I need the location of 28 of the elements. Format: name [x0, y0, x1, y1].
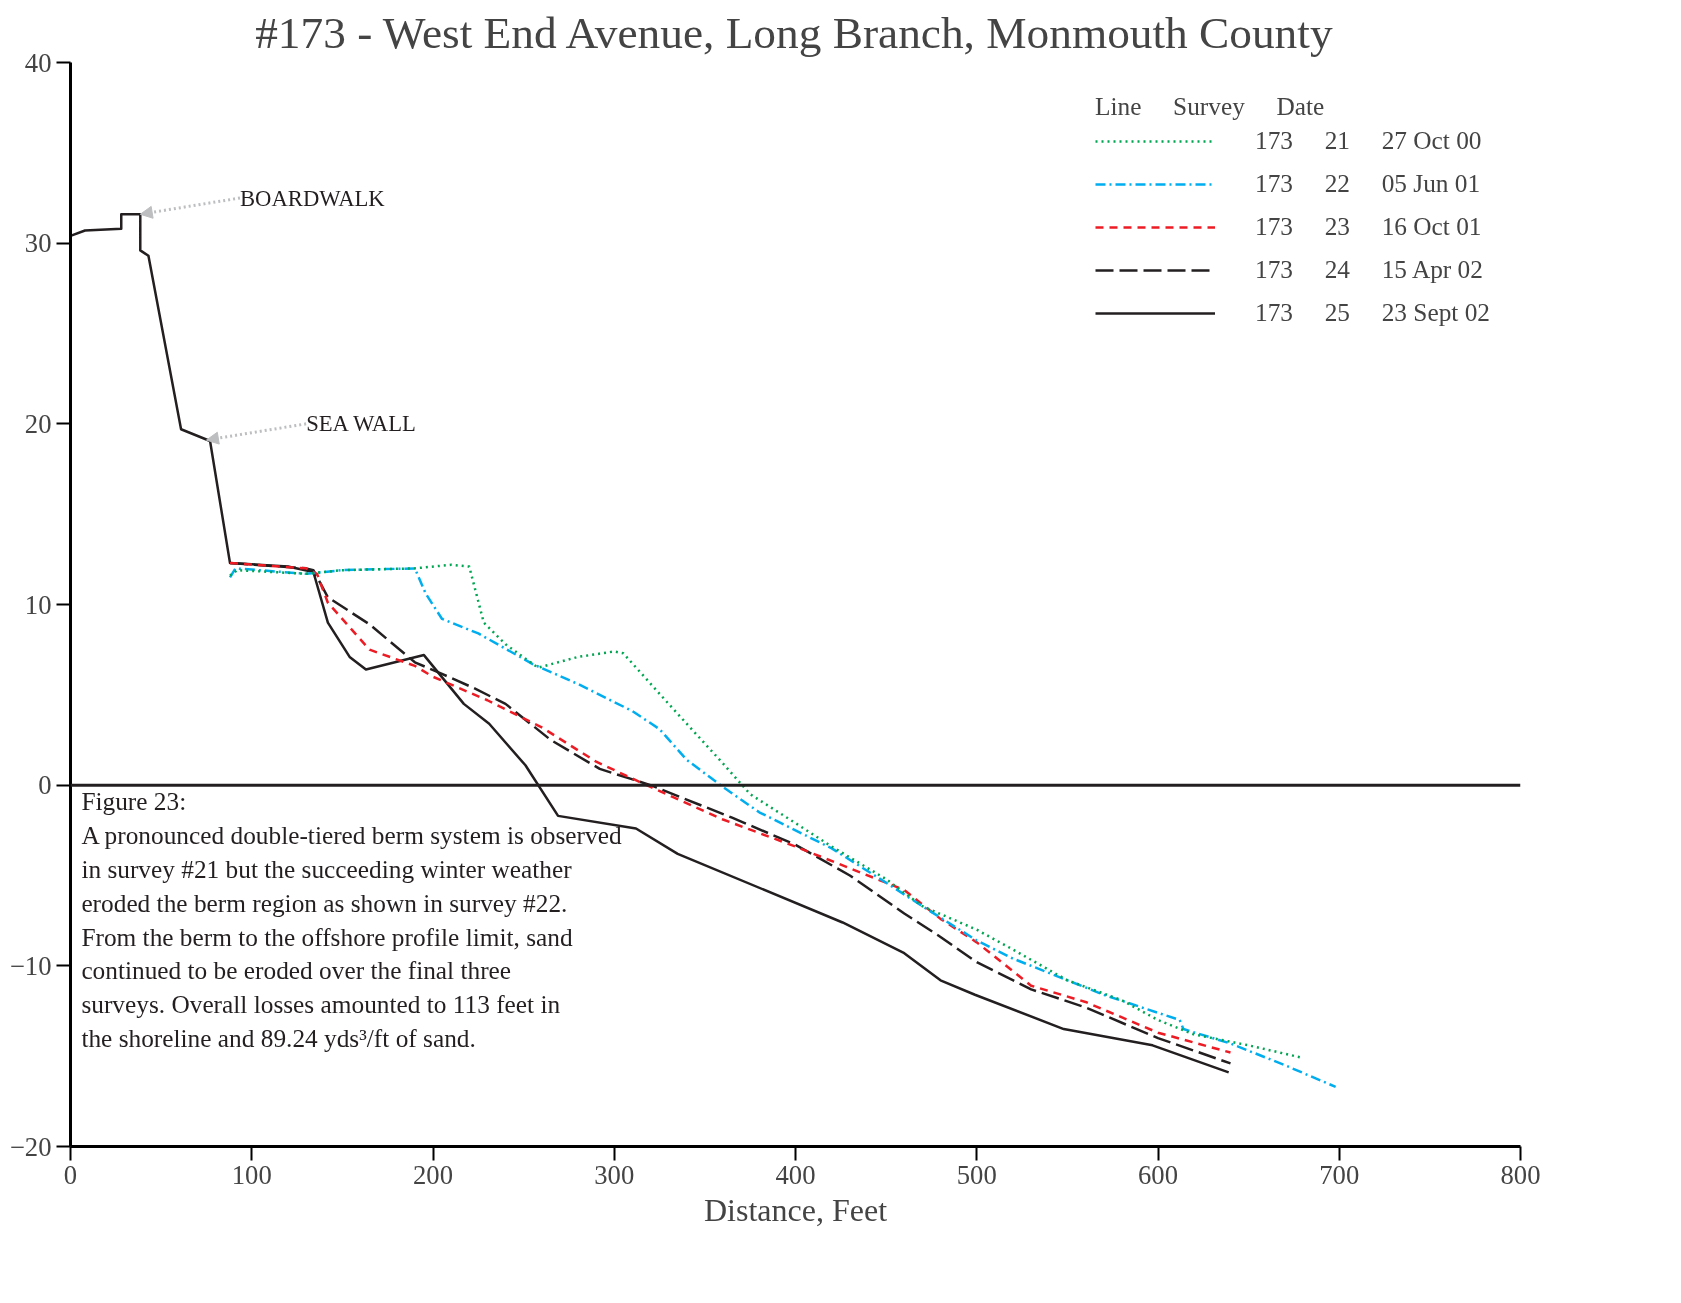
legend-label: 173 25 23 Sept 02: [1255, 298, 1490, 327]
x-tick-label: 300: [594, 1159, 635, 1190]
x-tick-label: 100: [231, 1159, 272, 1190]
x-tick-label: 700: [1319, 1159, 1360, 1190]
legend-label: 173 24 15 Apr 02: [1255, 255, 1483, 284]
y-tick-label: −20: [9, 1131, 52, 1162]
y-tick-label: 10: [24, 589, 52, 620]
legend-label: 173 22 05 Jun 01: [1255, 169, 1481, 198]
legend-title: Line Survey Date: [1095, 92, 1326, 121]
chart-title: #173 - West End Avenue, Long Branch, Monmouth County: [255, 7, 1333, 58]
x-axis-title: Distance, Feet: [703, 1191, 888, 1228]
x-tick-label: 400: [775, 1159, 816, 1190]
y-tick-label: 20: [24, 408, 52, 439]
y-tick-label: 0: [38, 770, 52, 801]
legend-label: 173 21 27 Oct 00: [1255, 126, 1482, 155]
y-tick-label: −10: [9, 950, 52, 981]
x-tick-label: 600: [1138, 1159, 1178, 1190]
x-tick-label: 0: [63, 1159, 78, 1190]
x-tick-label: 200: [413, 1159, 453, 1190]
legend-label: 173 23 16 Oct 01: [1255, 212, 1482, 241]
x-tick-label: 800: [1500, 1159, 1541, 1190]
annotation: A pronounced double-tiered berm system is observed in survey #21 but the succeeding winter weather eroded the berm region as shown in survey #22. From the berm to the offshore profile limit, sand continued to be eroded over the final three surveys. Overall losses amounted to 113 feet in the shoreline and 89.24 yds³/ft of sand.: [81, 821, 622, 1052]
y-tick-label: 30: [24, 228, 52, 259]
annotation: Figure 23:: [81, 787, 187, 816]
y-tick-label: 40: [24, 47, 52, 78]
x-tick-label: 500: [956, 1159, 997, 1190]
annotation: SEA WALL: [306, 411, 416, 437]
annotation: BOARDWALK: [239, 185, 386, 211]
